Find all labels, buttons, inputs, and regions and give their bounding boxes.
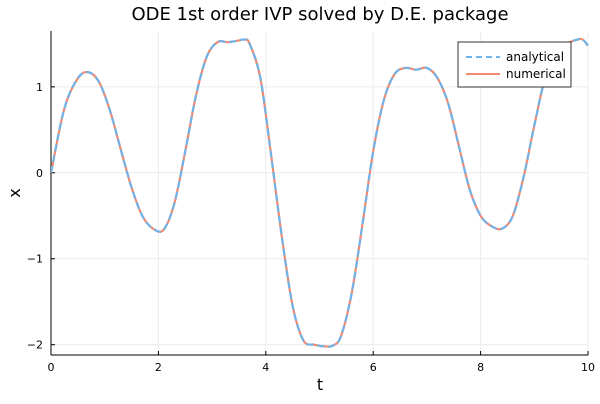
x-tick-label: 6	[370, 361, 377, 374]
series-layer	[51, 37, 589, 348]
y-tick-label: −1	[27, 253, 43, 266]
x-tick-label: 2	[155, 361, 162, 374]
legend-analytical-label: analytical	[506, 50, 564, 64]
x-tick-label: 8	[477, 361, 484, 374]
x-tick-label: 4	[262, 361, 269, 374]
legend-numerical-label: numerical	[506, 67, 566, 81]
x-axis-label: t	[317, 375, 323, 394]
y-tick-label: −2	[27, 339, 43, 352]
legend-box	[457, 41, 572, 88]
y-axis-label: x	[5, 188, 24, 197]
y-tick-label: 1	[36, 81, 43, 94]
x-tick-label: 0	[48, 361, 55, 374]
y-tick-label: 0	[36, 167, 43, 180]
chart-title: ODE 1st order IVP solved by D.E. package	[131, 4, 508, 25]
x-tick-label: 10	[581, 361, 595, 374]
series-line-analytical	[51, 37, 589, 348]
legend: analytical numerical	[457, 41, 572, 88]
axes-layer: 0 2 4 6 8 10 −2 −1 0 1	[27, 31, 595, 374]
